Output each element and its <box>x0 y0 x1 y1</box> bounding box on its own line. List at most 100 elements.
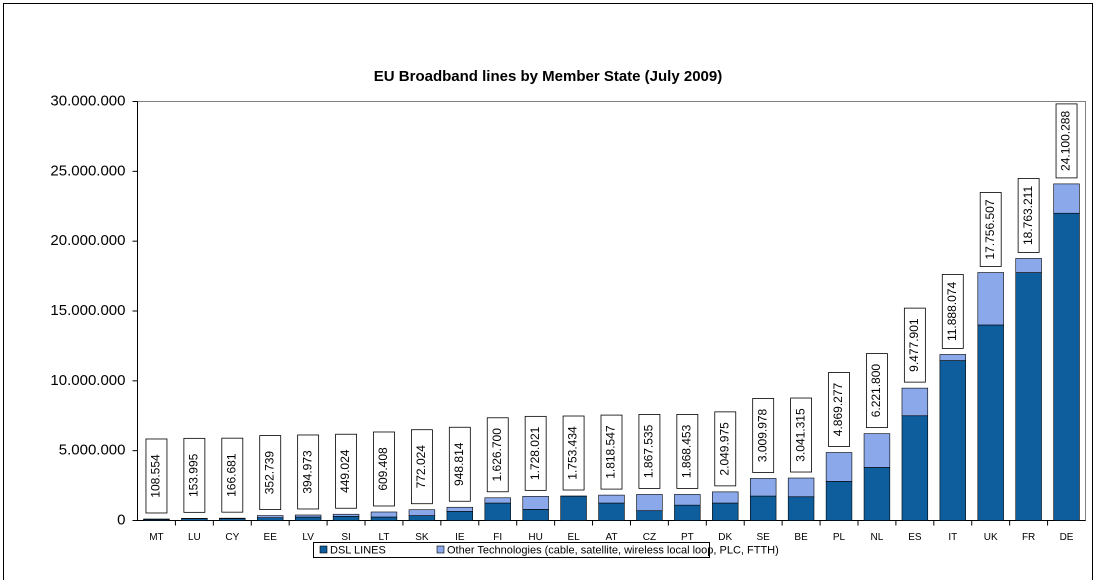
bar-segment <box>560 495 587 521</box>
total-label-box <box>145 438 168 514</box>
bar-segment <box>901 415 929 521</box>
bar-segment <box>674 504 701 521</box>
total-label: 772.024 <box>414 445 428 489</box>
x-tick-label: IE <box>455 532 465 543</box>
total-label-box <box>941 274 964 349</box>
bar-segment <box>901 387 929 417</box>
total-label-box <box>752 398 775 473</box>
x-tick-label: SE <box>757 532 771 543</box>
x-tick-label: EE <box>264 532 278 543</box>
y-tick-label: 5.000.000 <box>59 442 126 459</box>
x-tick-label: EL <box>567 532 580 543</box>
bar-segment <box>636 494 663 512</box>
total-label: 11.888.074 <box>945 282 959 341</box>
total-label: 24.100.288 <box>1059 111 1073 171</box>
x-tick-label: UK <box>984 532 998 543</box>
bar-segment <box>749 478 777 497</box>
x-tick-label: DE <box>1060 532 1074 543</box>
bar-segment <box>863 433 891 468</box>
total-label-box <box>866 353 888 429</box>
total-label: 352.739 <box>262 451 276 495</box>
x-tick-label: LV <box>302 532 314 543</box>
total-label: 3.009.978 <box>755 408 769 462</box>
x-tick-label: CZ <box>643 532 656 543</box>
x-tick-label: PT <box>681 532 694 543</box>
total-label-box <box>297 434 320 510</box>
bar-segment <box>408 515 436 521</box>
bar-segment <box>598 494 625 504</box>
legend-label: DSL LINES <box>330 544 386 556</box>
total-label-box <box>979 192 1002 267</box>
total-label-box <box>373 431 395 507</box>
bar-segment <box>825 452 853 482</box>
bar-segment <box>939 360 966 521</box>
total-label-box <box>638 414 661 489</box>
total-label-box <box>259 435 282 510</box>
bar-segment <box>446 511 474 521</box>
x-tick-label: DK <box>718 532 732 543</box>
x-tick-label: FI <box>493 532 502 543</box>
x-tick-label: IT <box>948 532 957 543</box>
total-label-box <box>790 397 812 473</box>
total-label: 1.728.021 <box>528 426 542 480</box>
total-label-box <box>183 437 206 513</box>
bar-segment <box>977 272 1004 326</box>
x-tick-label: CY <box>225 532 239 543</box>
bar-segment <box>598 502 625 521</box>
bar-segment <box>446 506 474 512</box>
bar-segment <box>257 517 284 521</box>
bar-segment <box>370 516 398 521</box>
bar-segment <box>332 513 360 517</box>
legend-box <box>313 542 710 558</box>
bar-segment <box>787 477 815 498</box>
bar-segment <box>712 502 739 521</box>
total-label-box <box>828 372 850 447</box>
x-tick-label: FR <box>1022 532 1035 543</box>
total-label: 6.221.800 <box>869 364 883 418</box>
bar-segment <box>332 516 360 521</box>
x-tick-label: AT <box>605 532 617 543</box>
total-label: 166.681 <box>224 453 238 497</box>
total-label-box <box>600 414 623 490</box>
bar-segment <box>294 514 322 518</box>
total-label: 108.554 <box>149 454 163 498</box>
bar-segment <box>636 510 663 521</box>
total-label: 449.024 <box>338 449 352 493</box>
x-tick-label: LU <box>188 532 201 543</box>
y-tick-label: 20.000.000 <box>50 232 125 249</box>
x-tick-label: MT <box>149 532 163 543</box>
bar-segment <box>712 491 739 504</box>
total-label: 3.041.315 <box>793 408 807 462</box>
x-tick-label: PL <box>833 532 846 543</box>
bar-segment <box>522 496 549 510</box>
total-label: 18.763.211 <box>1021 186 1035 245</box>
x-tick-label: LT <box>379 532 390 543</box>
bar-segment <box>939 354 966 361</box>
bar-segment <box>825 481 853 521</box>
total-label-box <box>903 307 926 383</box>
total-label: 17.756.507 <box>983 199 997 259</box>
x-tick-label: BE <box>794 532 808 543</box>
bar-segment <box>1015 272 1042 521</box>
total-label-box <box>562 415 585 491</box>
bar-segment <box>484 497 511 504</box>
total-label: 609.408 <box>376 447 390 491</box>
total-label-box <box>524 415 547 491</box>
total-label: 394.973 <box>300 450 314 494</box>
total-label: 2.049.975 <box>717 422 731 476</box>
total-label: 9.477.901 <box>907 318 921 372</box>
total-label: 1.818.547 <box>604 425 618 479</box>
y-tick-label: 30.000.000 <box>50 92 125 109</box>
bar-segment <box>674 494 701 506</box>
bar-segment <box>1053 212 1080 521</box>
total-label-box <box>714 411 737 487</box>
y-tick-label: 25.000.000 <box>50 162 125 179</box>
total-label-box <box>221 437 244 513</box>
y-tick-label: 15.000.000 <box>50 302 125 319</box>
bar-segment <box>484 502 511 521</box>
legend-swatch <box>319 545 328 554</box>
bar-segment <box>1053 183 1080 214</box>
bar-segment <box>863 467 891 521</box>
total-label-box <box>335 433 357 509</box>
x-tick-label: HU <box>528 532 542 543</box>
